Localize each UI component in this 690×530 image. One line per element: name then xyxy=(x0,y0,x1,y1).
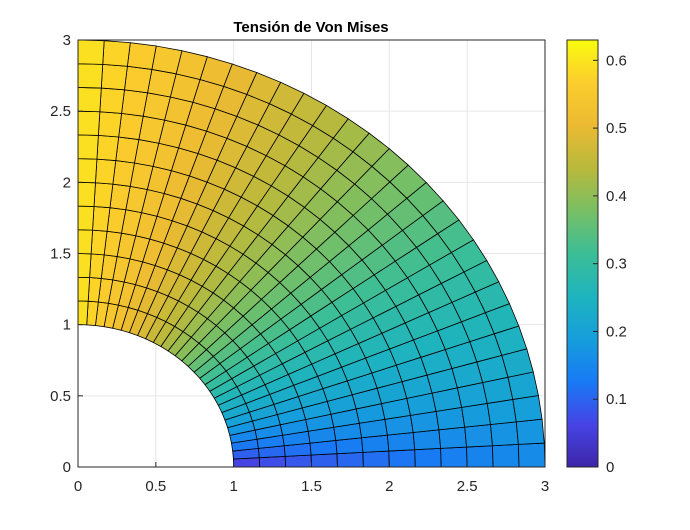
mesh-element xyxy=(124,65,153,94)
mesh-element xyxy=(121,89,149,117)
mesh-element xyxy=(92,206,111,232)
mesh-element xyxy=(414,447,442,468)
mesh-element xyxy=(115,136,140,164)
x-tick-label: 0.5 xyxy=(145,478,166,495)
mesh-element xyxy=(486,398,517,425)
colorbar-tick-label: 0 xyxy=(606,459,614,476)
mesh-element xyxy=(89,253,105,279)
x-tick-label: 3 xyxy=(541,478,549,495)
colorbar-tick-label: 0.1 xyxy=(606,391,627,408)
mesh-element xyxy=(77,63,104,89)
x-tick-label: 2 xyxy=(385,478,393,495)
mesh-element xyxy=(77,39,105,65)
mesh-element xyxy=(466,445,494,468)
mesh-element xyxy=(77,229,93,255)
mesh-element xyxy=(102,40,131,67)
x-tick-label: 1.5 xyxy=(301,478,322,495)
mesh-element xyxy=(440,446,468,468)
colorbar: 0 0.1 0.2 0.3 0.4 0.5 0.6 xyxy=(566,39,627,476)
mesh-element xyxy=(77,134,99,160)
mesh-element xyxy=(438,426,467,449)
mesh-element xyxy=(90,229,108,256)
y-tick-label: 1.5 xyxy=(50,246,71,263)
mesh-element xyxy=(151,45,183,75)
y-tick-label: 0.5 xyxy=(50,388,71,405)
mesh-element xyxy=(490,421,519,447)
mesh-element xyxy=(118,112,144,141)
colorbar-tick-label: 0.4 xyxy=(606,188,627,205)
mesh-element xyxy=(388,449,416,468)
colorbar-tick-label: 0.2 xyxy=(606,323,627,340)
mesh-element xyxy=(77,87,102,113)
mesh-element xyxy=(77,253,92,278)
y-tick-label: 1 xyxy=(63,317,71,334)
mesh-element xyxy=(77,158,98,184)
mesh-element xyxy=(77,276,91,302)
colorbar-tick-label: 0.3 xyxy=(606,256,627,273)
mesh-element xyxy=(412,429,442,451)
mesh-element xyxy=(93,182,114,209)
mesh-elements xyxy=(77,39,546,468)
mesh-element xyxy=(492,443,520,468)
mesh-element xyxy=(95,158,117,185)
y-tick-label: 2.5 xyxy=(50,103,71,120)
mesh-element xyxy=(512,395,543,423)
mesh-element xyxy=(362,450,390,468)
mesh-element xyxy=(258,455,286,468)
mesh-element xyxy=(77,181,96,207)
colorbar-tick-label: 0.6 xyxy=(606,52,627,69)
mesh-element xyxy=(112,160,135,187)
x-tick-label: 0 xyxy=(74,478,82,495)
mesh-element xyxy=(97,111,123,138)
mesh-element xyxy=(284,454,312,468)
y-tick-label: 0 xyxy=(63,459,71,476)
mesh-element xyxy=(517,442,546,468)
y-tick-label: 2 xyxy=(63,174,71,191)
y-axis: 0 0.5 1 1.5 2 2.5 3 xyxy=(50,32,83,476)
x-tick-label: 2.5 xyxy=(457,478,478,495)
mesh-element xyxy=(77,110,101,136)
mesh-element xyxy=(310,453,338,468)
mesh-element xyxy=(100,63,128,91)
mesh-element xyxy=(96,134,120,161)
colorbar-gradient xyxy=(566,39,599,468)
mesh-element xyxy=(515,418,545,445)
chart-title: Tensión de Von Mises xyxy=(233,19,388,36)
mesh-element xyxy=(386,432,416,452)
mesh-element xyxy=(99,87,125,114)
x-tick-label: 1 xyxy=(229,478,237,495)
mesh-element xyxy=(464,424,493,448)
x-axis: 0 0.5 1 1.5 2 2.5 3 xyxy=(74,462,549,495)
y-tick-label: 3 xyxy=(63,32,71,49)
mesh-element xyxy=(336,451,364,468)
colorbar-tick-label: 0.5 xyxy=(606,120,627,137)
mesh-element xyxy=(126,42,157,70)
mesh-element xyxy=(77,300,89,326)
mesh-element xyxy=(77,205,95,231)
